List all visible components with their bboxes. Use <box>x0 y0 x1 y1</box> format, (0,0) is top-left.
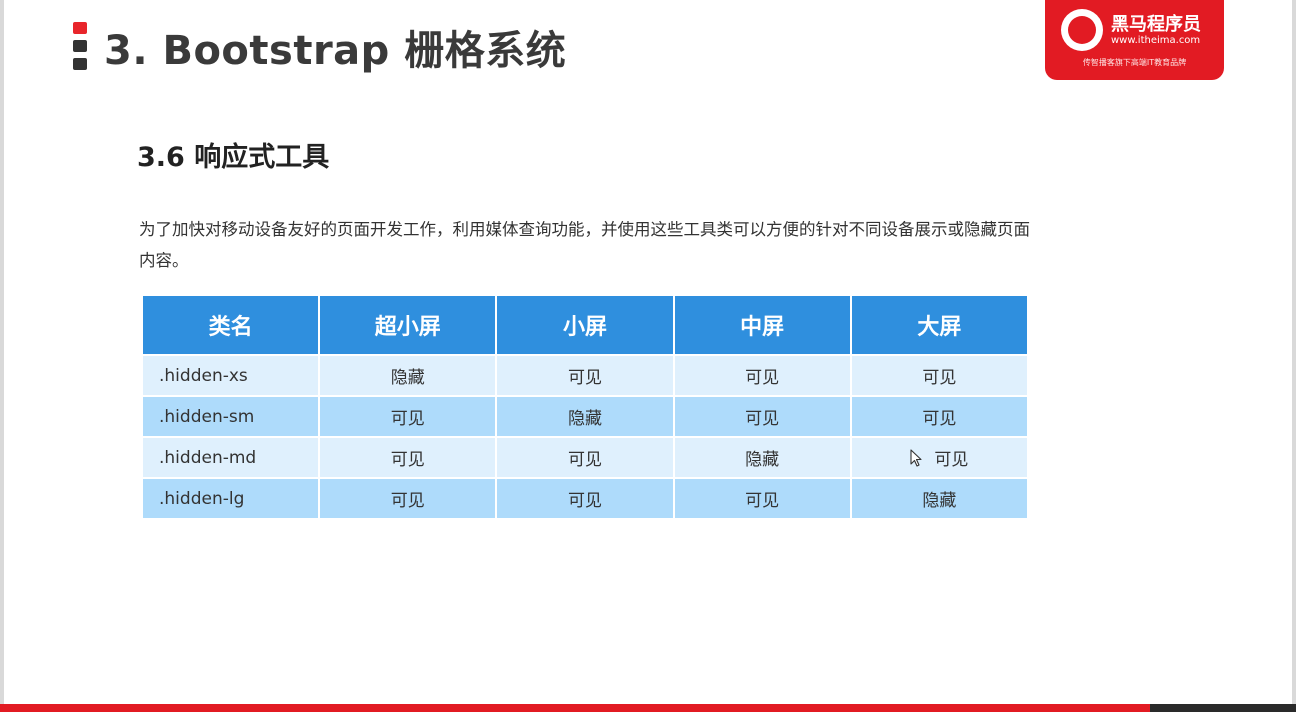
logo-brand-name: 黑马程序员 <box>1111 14 1201 35</box>
table-header-row: 类名 超小屏 小屏 中屏 大屏 <box>140 294 1030 356</box>
header-medium: 中屏 <box>672 294 852 356</box>
table-cell: 隐藏 <box>849 477 1030 520</box>
table-cell: .hidden-md <box>140 436 321 479</box>
table-row: .hidden-lg 可见 可见 可见 隐藏 <box>140 477 1030 520</box>
table-cell: .hidden-xs <box>140 354 321 397</box>
table-cell: 可见 <box>672 395 852 438</box>
table-row: .hidden-xs 隐藏 可见 可见 可见 <box>140 354 1030 397</box>
table-cell: .hidden-lg <box>140 477 321 520</box>
table-cell: .hidden-sm <box>140 395 321 438</box>
responsive-utilities-table: 类名 超小屏 小屏 中屏 大屏 .hidden-xs 隐藏 可见 可见 可见 .… <box>140 294 1030 520</box>
table-row: .hidden-sm 可见 隐藏 可见 可见 <box>140 395 1030 438</box>
table-row: .hidden-md 可见 可见 隐藏 可见 <box>140 436 1030 479</box>
logo-url: www.itheima.com <box>1111 35 1201 46</box>
header-large: 大屏 <box>849 294 1030 356</box>
table-cell: 可见 <box>318 477 498 520</box>
frame-right <box>1292 0 1296 712</box>
table-cell: 隐藏 <box>672 436 852 479</box>
table-cell: 可见 <box>495 436 675 479</box>
brand-logo: 黑马程序员 www.itheima.com 传智播客旗下高端IT教育品牌 <box>1045 0 1224 80</box>
table-cell: 隐藏 <box>495 395 675 438</box>
table-cell: 可见 <box>672 354 852 397</box>
horse-logo-icon <box>1061 9 1103 51</box>
table-cell: 可见 <box>318 395 498 438</box>
table-cell: 可见 <box>849 354 1030 397</box>
header-small: 小屏 <box>495 294 675 356</box>
intro-text: 为了加快对移动设备友好的页面开发工作，利用媒体查询功能，并使用这些工具类可以方便… <box>139 220 1030 270</box>
mouse-pointer-icon <box>910 449 922 467</box>
bottom-bar <box>0 704 1296 712</box>
header-class-name: 类名 <box>140 294 321 356</box>
bottom-bar-dark <box>1150 704 1296 712</box>
table-cell-text: 可见 <box>934 450 969 470</box>
header-extra-small: 超小屏 <box>318 294 498 356</box>
title-marker-icon <box>73 22 87 72</box>
table-cell: 可见 <box>495 477 675 520</box>
logo-slogan: 传智播客旗下高端IT教育品牌 <box>1082 58 1187 67</box>
page-title: 3. Bootstrap 栅格系统 <box>104 28 567 74</box>
table-cell: 可见 <box>495 354 675 397</box>
section-heading: 3.6 响应式工具 <box>137 142 330 173</box>
table-cell: 可见 <box>672 477 852 520</box>
table-cell: 可见 <box>849 395 1030 438</box>
table-cell-with-cursor: 可见 <box>849 436 1030 479</box>
table-cell: 隐藏 <box>318 354 498 397</box>
table-cell: 可见 <box>318 436 498 479</box>
frame-left <box>0 0 4 712</box>
